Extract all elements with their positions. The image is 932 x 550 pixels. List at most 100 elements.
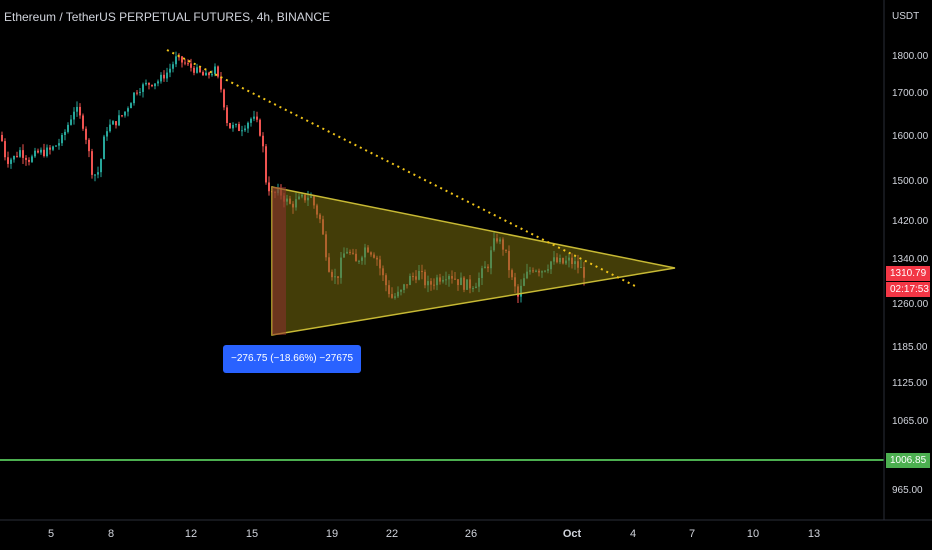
- candle-body: [112, 121, 114, 125]
- candle-body: [202, 72, 204, 76]
- y-tick-label: 1700.00: [892, 88, 929, 99]
- candle-body: [91, 151, 93, 175]
- candle-body: [10, 159, 12, 164]
- candle-body: [268, 182, 270, 192]
- candle-body: [61, 134, 63, 144]
- candle-body: [49, 147, 51, 150]
- candle-body: [217, 66, 219, 77]
- candle-body: [265, 146, 267, 183]
- candle-body: [130, 103, 132, 109]
- x-tick-label: Oct: [563, 528, 582, 540]
- candle-body: [88, 139, 90, 152]
- candle-body: [40, 149, 42, 153]
- candle-body: [220, 76, 222, 90]
- candle-body: [16, 155, 18, 157]
- triangle-pattern: [271, 186, 676, 336]
- x-tick-label: 5: [48, 528, 54, 540]
- candle-body: [19, 150, 21, 157]
- candle-body: [154, 83, 156, 87]
- candle-body: [64, 131, 66, 135]
- chart-title: Ethereum / TetherUS PERPETUAL FUTURES, 4…: [4, 10, 331, 24]
- candle-body: [259, 119, 261, 136]
- x-tick-label: 13: [808, 528, 820, 540]
- candle-body: [229, 123, 231, 129]
- candle-body: [199, 67, 201, 73]
- candle-body: [151, 84, 153, 87]
- x-tick-label: 4: [630, 528, 636, 540]
- countdown-label: 02:17:53: [886, 282, 930, 297]
- candle-body: [124, 111, 126, 116]
- candle-body: [232, 125, 234, 129]
- candle-body: [181, 56, 183, 63]
- candle-body: [118, 115, 120, 126]
- candle-body: [4, 141, 6, 158]
- candle-body: [139, 91, 141, 93]
- candle-body: [37, 150, 39, 153]
- candle-body: [82, 115, 84, 129]
- y-tick-label: 965.00: [892, 485, 923, 496]
- x-tick-label: 19: [326, 528, 338, 540]
- axis-unit-label: USDT: [892, 11, 919, 22]
- candle-body: [97, 172, 99, 175]
- candle-body: [43, 149, 45, 157]
- candle-body: [262, 135, 264, 147]
- time-axis: 5 8 12 15 19 22 26 Oct 4 7 10 13: [0, 519, 932, 540]
- candle-body: [208, 72, 210, 76]
- candle-body: [133, 92, 135, 104]
- candle-body: [28, 159, 30, 162]
- candle-body: [175, 56, 177, 65]
- candle-body: [34, 150, 36, 157]
- candle-body: [7, 157, 9, 164]
- candle-body: [205, 72, 207, 76]
- candle-body: [103, 136, 105, 160]
- candle-body: [184, 62, 186, 64]
- y-tick-label: 1600.00: [892, 131, 929, 142]
- candle-body: [100, 159, 102, 173]
- x-tick-label: 26: [465, 528, 477, 540]
- measure-tooltip: −276.75 (−18.66%) −27675: [223, 345, 362, 373]
- candle-body: [25, 157, 27, 160]
- candle-body: [136, 92, 138, 94]
- candle-body: [70, 119, 72, 125]
- candle-body: [52, 146, 54, 150]
- candle-body: [160, 74, 162, 82]
- y-tick-label: 1340.00: [892, 254, 929, 265]
- descending-trendline: [166, 49, 638, 288]
- support-price-label: 1006.85: [886, 453, 930, 468]
- candle-body: [190, 63, 192, 68]
- candle-body: [22, 150, 24, 158]
- candle-body: [157, 81, 159, 84]
- candle-body: [76, 106, 78, 112]
- y-tick-label: 1800.00: [892, 51, 929, 62]
- candle-body: [94, 174, 96, 176]
- candle-body: [172, 64, 174, 69]
- candle-body: [223, 89, 225, 108]
- candle-body: [235, 124, 237, 126]
- candle-body: [250, 118, 252, 123]
- y-tick-label: 1260.00: [892, 299, 929, 310]
- x-tick-label: 22: [386, 528, 398, 540]
- candle-body: [106, 131, 108, 137]
- candle-body: [1, 135, 3, 142]
- candle-body: [46, 147, 48, 157]
- candle-body: [148, 82, 150, 85]
- candle-body: [127, 108, 129, 112]
- candle-body: [187, 63, 189, 65]
- candle-body: [79, 106, 81, 116]
- candle-body: [31, 156, 33, 162]
- candle-body: [73, 111, 75, 120]
- candle-body: [58, 143, 60, 146]
- candle-body: [142, 84, 144, 92]
- candle-body: [85, 128, 87, 140]
- candle-body: [109, 124, 111, 132]
- y-tick-label: 1500.00: [892, 176, 929, 187]
- x-tick-label: 10: [747, 528, 759, 540]
- y-tick-label: 1420.00: [892, 216, 929, 227]
- x-tick-label: 7: [689, 528, 695, 540]
- candle-body: [13, 155, 15, 160]
- candle-body: [241, 130, 243, 132]
- drawing-overlays: [0, 49, 884, 461]
- candle-body: [211, 74, 213, 76]
- candle-body: [196, 67, 198, 73]
